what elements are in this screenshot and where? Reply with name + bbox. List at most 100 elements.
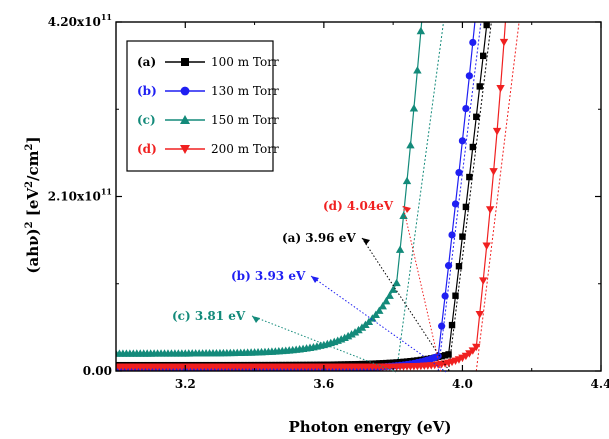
annotation-pointer [402, 205, 442, 373]
y-axis-title-main: (ahν) [24, 228, 42, 273]
data-point [438, 322, 446, 330]
data-point [382, 297, 391, 305]
data-point [445, 351, 452, 358]
legend-tag: (a) [137, 55, 156, 69]
data-point [459, 233, 466, 240]
data-point [465, 72, 473, 80]
annotation-label: (a) 3.96 eV [282, 231, 356, 245]
y-tick-label: 2.10x1011 [48, 187, 112, 204]
y-axis-title-unit-open: [eV [24, 188, 42, 222]
data-point [455, 263, 463, 270]
data-point [475, 311, 484, 319]
series-2 [116, 22, 426, 357]
data-point [462, 105, 470, 113]
y-tick-mantissa: 4.20x10 [48, 15, 101, 29]
data-point [496, 85, 505, 93]
data-point [468, 347, 478, 355]
annotation-arrowhead [403, 206, 411, 213]
legend: (a) 100 m Torr (b) 130 m Torr (c) 150 m Torr (… [126, 40, 279, 172]
data-point [413, 66, 422, 74]
data-point [499, 38, 509, 47]
fit-line-1 [437, 22, 482, 371]
y-tick-label: 0.00 [83, 364, 112, 378]
annotation-pointer [251, 315, 397, 373]
data-series-layer [116, 22, 509, 371]
data-point [469, 143, 477, 151]
fit-line-3 [475, 22, 520, 371]
data-point [466, 173, 473, 181]
fit-line-0 [448, 22, 492, 371]
data-point [448, 231, 456, 239]
y-tick-exponent: 11 [101, 12, 112, 22]
legend-marker [181, 58, 189, 66]
data-point [451, 200, 460, 208]
data-point [458, 137, 467, 145]
data-point [385, 291, 394, 299]
data-point [395, 245, 405, 253]
fit-line-2 [396, 22, 445, 371]
x-tick-label: 3.2 [175, 377, 196, 391]
data-point [350, 328, 360, 336]
data-point [416, 26, 426, 35]
legend-tag: (d) [137, 142, 157, 156]
annotation-label: (c) 3.81 eV [172, 309, 246, 323]
legend-label: 130 m Torr [211, 84, 279, 98]
data-point [480, 52, 487, 60]
data-point [492, 127, 502, 136]
data-point [392, 278, 401, 287]
y-tick-mantissa: 2.10x10 [48, 190, 101, 204]
data-point [434, 352, 442, 360]
data-point [441, 292, 449, 300]
data-point [409, 104, 419, 112]
x-tick-label: 3.6 [313, 377, 334, 391]
data-point [483, 22, 490, 29]
x-tick-label: 4.0 [452, 377, 473, 391]
y-tick-exponent: 11 [101, 187, 112, 197]
legend-tag: (c) [137, 113, 156, 127]
data-point [399, 211, 408, 219]
data-point [489, 168, 498, 176]
data-point [476, 83, 483, 90]
data-point [448, 321, 456, 329]
data-point [462, 203, 470, 211]
annotation-pointer [361, 237, 451, 373]
legend-marker [180, 115, 190, 124]
annotation-label: (b) 3.93 eV [231, 269, 306, 283]
legend-marker [180, 86, 190, 96]
y-axis-title-unit-sq1: 2 [24, 181, 35, 188]
data-point [406, 140, 415, 149]
x-axis-title: Photon energy (eV) [289, 418, 452, 436]
legend-label: 200 m Torr [211, 142, 279, 156]
y-axis-title-unit-sq2: 2 [24, 143, 35, 150]
fit-lines-layer [396, 22, 520, 371]
data-point [485, 206, 495, 214]
legend-label: 100 m Torr [211, 55, 279, 69]
data-point [452, 292, 459, 299]
y-tick-mantissa: 0.00 [83, 364, 112, 378]
data-point [371, 310, 381, 318]
y-axis-title-sq: 2 [24, 221, 35, 228]
annotation-label: (d) 4.04eV [323, 199, 394, 213]
series-3 [116, 22, 509, 371]
legend-label: 150 m Torr [211, 113, 279, 127]
data-point [402, 176, 412, 185]
legend-tag: (b) [137, 84, 157, 98]
data-point [375, 306, 384, 314]
data-point [472, 343, 481, 352]
annotation-arrowhead [311, 276, 319, 283]
data-point [388, 285, 398, 293]
data-point [469, 38, 477, 47]
annotation-pointer [310, 275, 447, 373]
data-point [441, 352, 449, 359]
y-axis-title-unit-close: ] [24, 136, 42, 143]
annotations-layer: (d) 4.04eV (a) 3.96 eV (b) 3.93 eV (c) 3.81… [172, 199, 451, 373]
y-tick-label: 4.20x1011 [48, 12, 112, 29]
y-axis-title: (ahν)2 [eV2/cm2] [24, 136, 42, 273]
data-point [482, 242, 491, 250]
legend-marker [180, 145, 190, 154]
data-point [473, 113, 480, 121]
annotation-arrowhead [252, 316, 260, 323]
data-point [444, 262, 453, 270]
